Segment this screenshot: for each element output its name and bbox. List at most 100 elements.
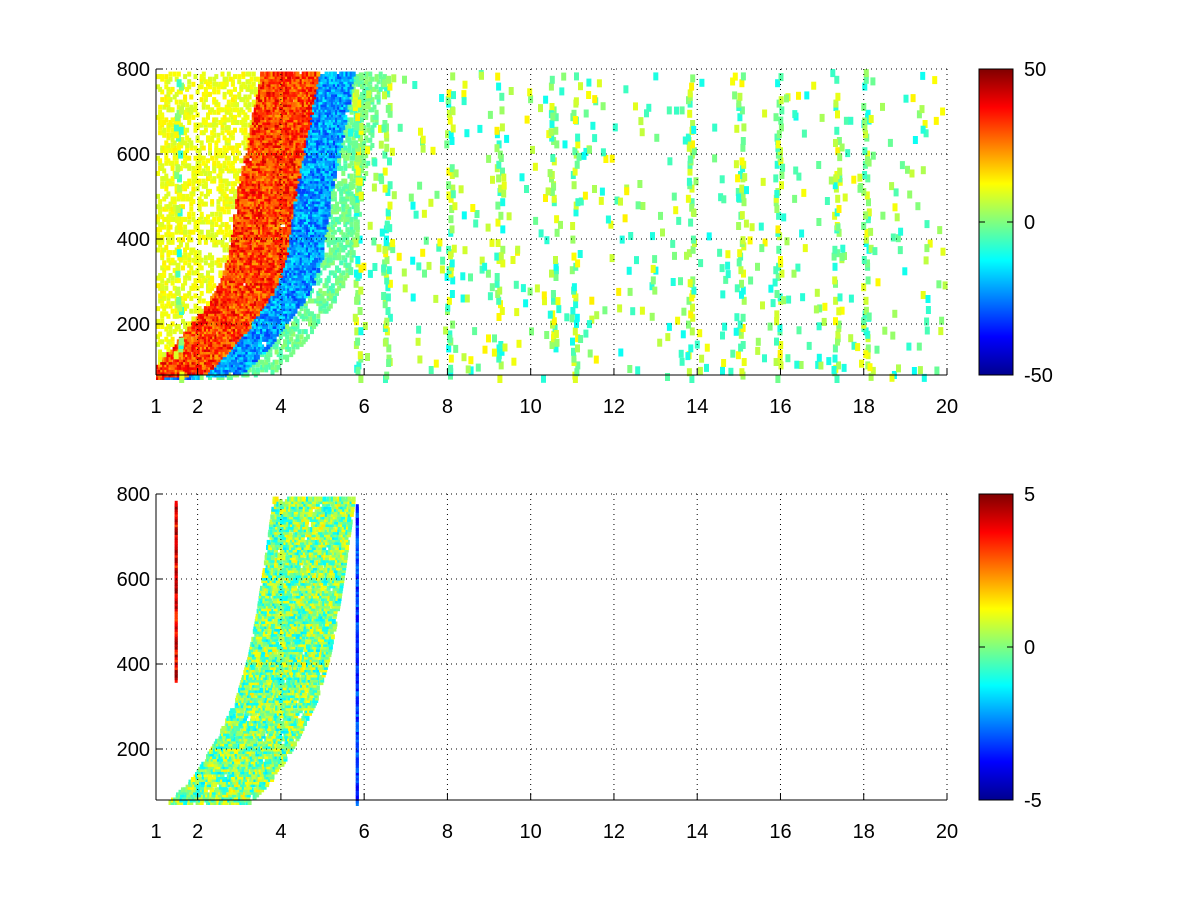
heatmap-cell: [243, 273, 248, 278]
heatmap-cell: [258, 308, 262, 314]
heatmap-cell: [291, 298, 296, 304]
heatmap-cell: [156, 216, 160, 222]
heatmap-cell: [297, 181, 302, 187]
heatmap-cell: [270, 171, 275, 176]
heatmap-cell: [287, 160, 292, 166]
heatmap-cell: [345, 125, 350, 131]
heatmap-cell: [214, 153, 219, 159]
heatmap-cell: [283, 181, 287, 187]
heatmap-cell: [210, 316, 215, 322]
heatmap-cell: [293, 165, 298, 171]
heatmap-cell: [270, 308, 275, 314]
heatmap-cell: [258, 234, 262, 240]
heatmap-cell: [226, 326, 231, 332]
heatmap-cell: [160, 234, 165, 240]
heatmap-cell: [299, 163, 304, 169]
heatmap-cell: [172, 260, 177, 266]
heatmap-cell: [249, 346, 254, 352]
heatmap-cell: [326, 224, 331, 230]
heatmap-cell: [214, 232, 219, 238]
heatmap-cell: [222, 341, 227, 347]
heatmap-cell: [255, 260, 260, 266]
heatmap-cell: [360, 150, 364, 156]
heatmap-cell: [216, 160, 221, 166]
heatmap-cell: [293, 308, 298, 314]
heatmap-cell: [305, 188, 310, 194]
heatmap-cell: [320, 293, 325, 299]
heatmap-cell: [197, 165, 202, 171]
heatmap-cell: [289, 260, 294, 266]
heatmap-cell: [230, 245, 235, 250]
heatmap-cell: [212, 165, 217, 171]
heatmap-cell: [305, 288, 310, 294]
heatmap-cell: [241, 183, 246, 189]
heatmap-cell: [270, 265, 275, 271]
heatmap-cell: [301, 293, 306, 299]
heatmap-cell: [170, 293, 175, 299]
heatmap-cell: [283, 188, 287, 194]
heatmap-cell: [332, 163, 337, 169]
heatmap-cell: [255, 324, 260, 329]
heatmap-cell: [328, 183, 333, 189]
heatmap-cell: [233, 181, 237, 187]
heatmap-cell: [224, 196, 229, 202]
heatmap-cell: [258, 336, 262, 342]
heatmap-cell: [230, 311, 235, 317]
heatmap-cell: [343, 165, 348, 171]
heatmap-cell: [268, 140, 273, 146]
heatmap-cell: [270, 137, 275, 143]
heatmap-cell: [222, 199, 227, 205]
heatmap-cell: [197, 313, 202, 319]
heatmap-cell: [243, 352, 248, 358]
heatmap-cell: [295, 334, 300, 340]
heatmap-cell: [320, 229, 325, 235]
heatmap-cell: [243, 171, 248, 176]
heatmap-cell: [199, 130, 204, 136]
heatmap-cell: [272, 219, 277, 225]
heatmap-cell: [243, 242, 248, 248]
heatmap-cell: [212, 306, 217, 312]
heatmap-cell: [220, 375, 225, 380]
heatmap-cell: [166, 367, 171, 373]
heatmap-cell: [320, 242, 325, 248]
heatmap-cell: [268, 352, 273, 358]
heatmap-cell: [268, 229, 273, 235]
heatmap-cell: [322, 188, 327, 194]
heatmap-cell: [218, 285, 223, 291]
heatmap-cell: [156, 234, 160, 240]
heatmap-cell: [233, 127, 237, 133]
heatmap-cell: [210, 219, 215, 225]
heatmap-cell: [218, 196, 223, 202]
heatmap-cell: [264, 250, 269, 256]
heatmap-cell: [283, 229, 287, 235]
heatmap-cell: [347, 242, 352, 248]
heatmap-cell: [280, 127, 285, 133]
heatmap-cell: [178, 364, 183, 370]
heatmap-cell: [328, 196, 333, 202]
heatmap-cell: [191, 247, 196, 253]
heatmap-cell: [270, 199, 275, 205]
heatmap-cell: [208, 122, 212, 128]
heatmap-cell: [235, 367, 240, 373]
heatmap-cell: [226, 168, 231, 174]
heatmap-cell: [212, 367, 217, 373]
heatmap-cell: [291, 234, 296, 240]
heatmap-cell: [316, 318, 321, 324]
heatmap-cell: [287, 290, 292, 296]
heatmap-cell: [330, 181, 335, 187]
heatmap-cell: [235, 298, 240, 304]
heatmap-cell: [276, 234, 281, 240]
heatmap-cell: [270, 316, 275, 322]
heatmap-cell: [235, 216, 240, 222]
heatmap-cell: [343, 234, 348, 240]
heatmap-cell: [156, 324, 160, 329]
heatmap-cell: [314, 298, 319, 304]
heatmap-cell: [245, 158, 250, 164]
heatmap-cell: [183, 140, 188, 146]
heatmap-cell: [324, 219, 329, 225]
heatmap-cell: [332, 273, 337, 278]
heatmap-cell: [303, 173, 308, 179]
heatmap-cell: [237, 234, 242, 240]
heatmap-cell: [237, 285, 242, 291]
heatmap-cell: [218, 273, 223, 278]
